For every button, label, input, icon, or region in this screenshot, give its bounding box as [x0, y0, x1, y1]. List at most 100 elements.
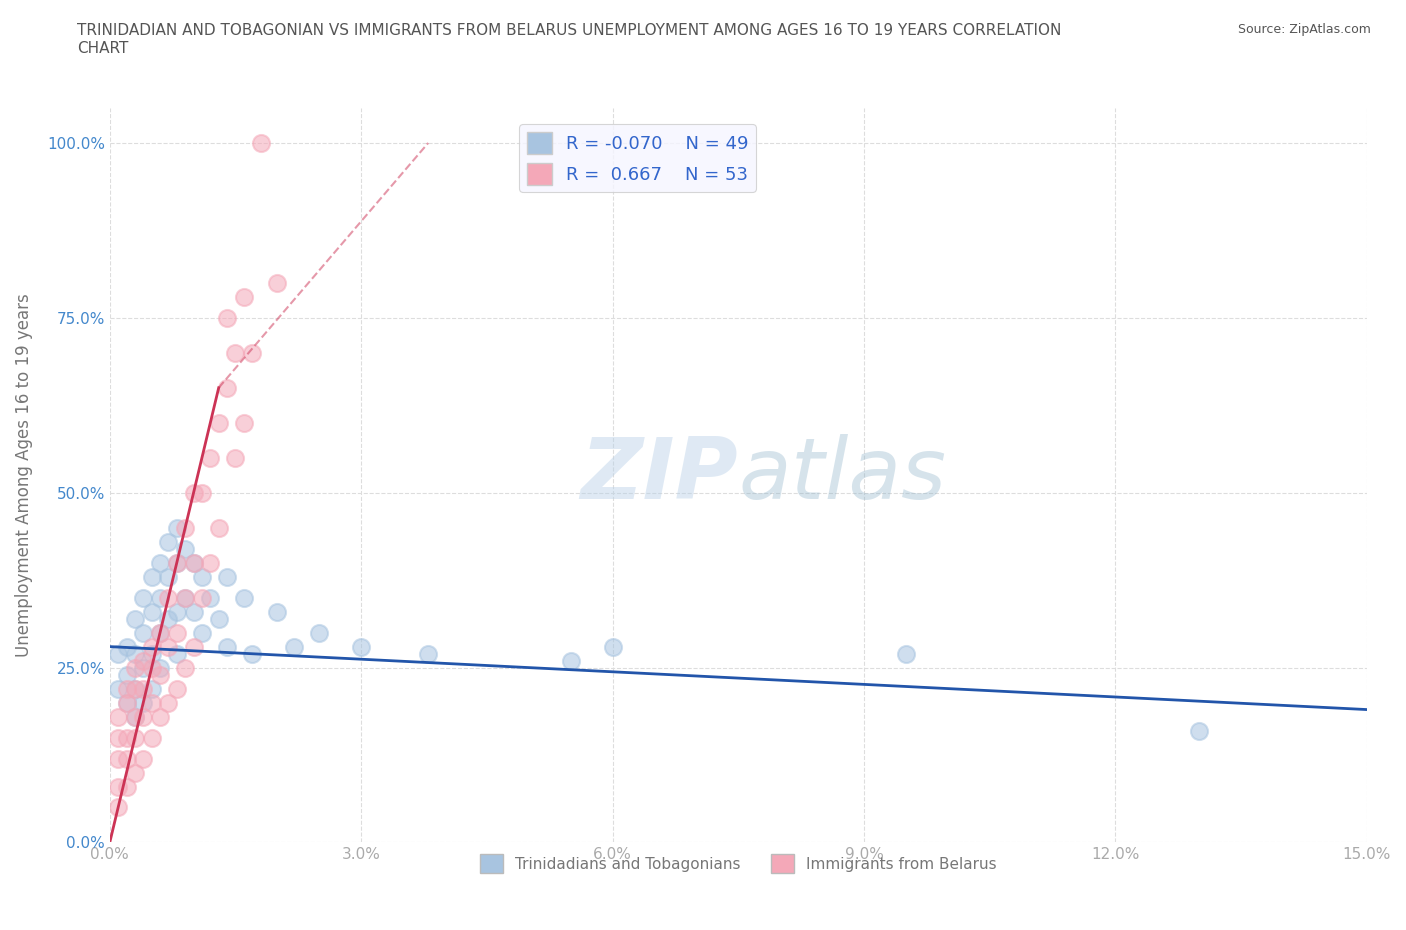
Text: atlas: atlas — [738, 433, 946, 517]
Point — [107, 779, 129, 794]
Point — [166, 646, 188, 661]
Point — [132, 653, 155, 668]
Point — [115, 639, 138, 654]
Point — [208, 611, 231, 626]
Point — [174, 520, 197, 535]
Point — [141, 660, 163, 675]
Point — [124, 611, 146, 626]
Point — [174, 591, 197, 605]
Point — [124, 646, 146, 661]
Point — [1188, 724, 1211, 738]
Point — [157, 639, 180, 654]
Point — [191, 485, 214, 500]
Point — [166, 681, 188, 696]
Point — [141, 569, 163, 584]
Point — [166, 625, 188, 640]
Point — [115, 779, 138, 794]
Point — [149, 625, 172, 640]
Point — [183, 639, 205, 654]
Point — [107, 681, 129, 696]
Point — [115, 695, 138, 710]
Point — [174, 541, 197, 556]
Point — [157, 695, 180, 710]
Point — [166, 520, 188, 535]
Point — [107, 709, 129, 724]
Point — [115, 730, 138, 745]
Point — [560, 653, 582, 668]
Point — [132, 625, 155, 640]
Point — [200, 450, 222, 465]
Point — [183, 485, 205, 500]
Point — [191, 569, 214, 584]
Point — [115, 681, 138, 696]
Point — [283, 639, 305, 654]
Point — [124, 681, 146, 696]
Point — [132, 695, 155, 710]
Point — [183, 555, 205, 570]
Text: Source: ZipAtlas.com: Source: ZipAtlas.com — [1237, 23, 1371, 36]
Point — [141, 695, 163, 710]
Point — [308, 625, 330, 640]
Point — [217, 380, 239, 395]
Point — [157, 611, 180, 626]
Point — [266, 275, 288, 290]
Text: TRINIDADIAN AND TOBAGONIAN VS IMMIGRANTS FROM BELARUS UNEMPLOYMENT AMONG AGES 16: TRINIDADIAN AND TOBAGONIAN VS IMMIGRANTS… — [77, 23, 1062, 56]
Point — [240, 345, 263, 360]
Point — [208, 520, 231, 535]
Y-axis label: Unemployment Among Ages 16 to 19 years: Unemployment Among Ages 16 to 19 years — [15, 293, 32, 658]
Point — [157, 534, 180, 549]
Point — [418, 646, 440, 661]
Point — [141, 646, 163, 661]
Point — [224, 450, 246, 465]
Point — [174, 591, 197, 605]
Point — [217, 569, 239, 584]
Point — [232, 289, 254, 304]
Point — [894, 646, 917, 661]
Point — [249, 136, 271, 151]
Point — [124, 709, 146, 724]
Point — [124, 660, 146, 675]
Point — [232, 416, 254, 431]
Point — [141, 639, 163, 654]
Point — [115, 751, 138, 766]
Point — [132, 591, 155, 605]
Point — [191, 591, 214, 605]
Point — [132, 709, 155, 724]
Point — [132, 681, 155, 696]
Point — [183, 555, 205, 570]
Point — [124, 730, 146, 745]
Point — [200, 591, 222, 605]
Point — [107, 751, 129, 766]
Point — [157, 569, 180, 584]
Point — [149, 591, 172, 605]
Point — [149, 625, 172, 640]
Point — [166, 555, 188, 570]
Point — [132, 660, 155, 675]
Point — [602, 639, 624, 654]
Point — [149, 709, 172, 724]
Point — [200, 555, 222, 570]
Point — [224, 345, 246, 360]
Point — [217, 639, 239, 654]
Point — [141, 681, 163, 696]
Point — [183, 604, 205, 619]
Point — [115, 667, 138, 682]
Point — [191, 625, 214, 640]
Point — [141, 730, 163, 745]
Point — [124, 765, 146, 780]
Point — [350, 639, 373, 654]
Point — [149, 660, 172, 675]
Point — [115, 695, 138, 710]
Point — [232, 591, 254, 605]
Point — [240, 646, 263, 661]
Point — [174, 660, 197, 675]
Point — [124, 681, 146, 696]
Point — [107, 730, 129, 745]
Point — [141, 604, 163, 619]
Text: ZIP: ZIP — [581, 433, 738, 517]
Point — [107, 646, 129, 661]
Legend: Trinidadians and Tobagonians, Immigrants from Belarus: Trinidadians and Tobagonians, Immigrants… — [474, 848, 1002, 879]
Point — [149, 667, 172, 682]
Point — [266, 604, 288, 619]
Point — [208, 416, 231, 431]
